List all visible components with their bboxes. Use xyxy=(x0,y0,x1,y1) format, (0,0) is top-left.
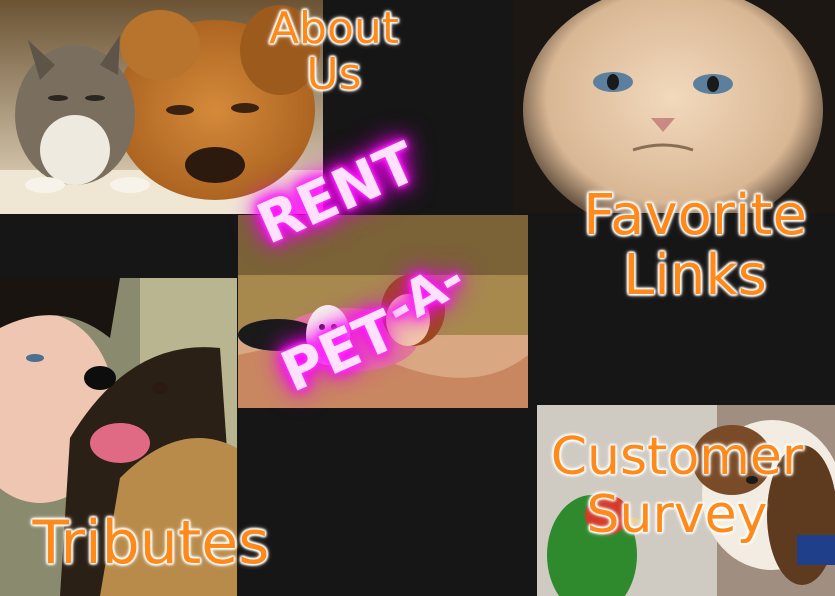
woman-and-shepherd-photo xyxy=(0,278,237,596)
favorite-links-link[interactable]: Favorite Links xyxy=(560,186,830,306)
favorite-links-link-line1: Favorite xyxy=(583,183,807,248)
woman-with-dog-photo xyxy=(238,215,528,408)
tributes-link[interactable]: Tributes xyxy=(6,510,296,576)
tributes-link-label: Tributes xyxy=(32,508,270,578)
about-us-link[interactable]: About Us xyxy=(248,6,420,98)
customer-survey-link-line1: Customer xyxy=(550,427,804,487)
customer-survey-link[interactable]: Customer Survey xyxy=(527,428,827,544)
cat-and-dog-photo xyxy=(0,0,323,214)
favorite-links-link-line2: Links xyxy=(623,243,767,308)
about-us-link-line2: Us xyxy=(306,49,362,100)
customer-survey-link-line2: Survey xyxy=(586,485,768,545)
about-us-link-line1: About xyxy=(268,3,400,54)
parrot-and-hound-photo xyxy=(537,405,835,596)
grumpy-cat-photo xyxy=(513,0,835,213)
